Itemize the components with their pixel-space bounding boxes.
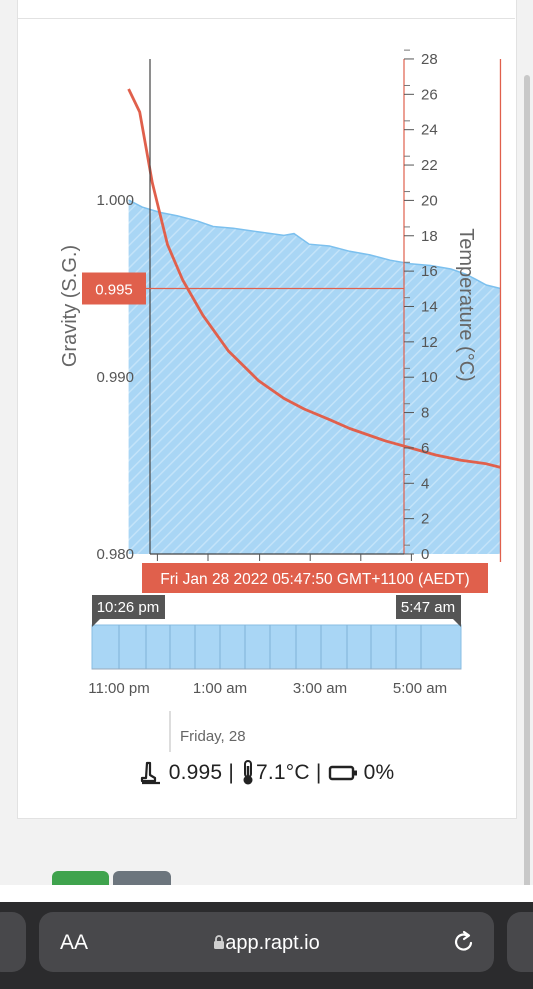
card-divider [17, 18, 515, 19]
navigator-start-pointer [92, 619, 100, 627]
gravity-area [128, 200, 501, 554]
page-bottom-strip [0, 885, 533, 902]
reload-icon[interactable] [452, 929, 476, 955]
gravity-tick-label: 0.990 [96, 369, 134, 386]
temperature-axis-title: Temperature (°C) [455, 228, 477, 382]
navigator-start-tag [92, 595, 165, 619]
page-scrollbar[interactable] [524, 75, 530, 900]
battery-reading: 0% [363, 761, 395, 784]
temperature-tick-label: 24 [421, 122, 438, 139]
temperature-tick-label: 22 [421, 157, 438, 174]
gravity-line [128, 199, 501, 290]
current-reading: 0.995 | 7.1°C | 0% [0, 760, 533, 786]
url-display[interactable]: app.rapt.io [0, 932, 533, 955]
gravity-axis-title: Gravity (S.G.) [59, 245, 81, 367]
temperature-tick-label: 20 [421, 192, 438, 209]
temperature-tick-label: 2 [421, 511, 429, 528]
navigator-tick-label: 1:00 am [193, 680, 247, 697]
next-tab-pill[interactable] [507, 912, 533, 972]
previous-tab-pill[interactable] [0, 912, 26, 972]
temperature-tick-label: 6 [421, 440, 429, 457]
temperature-tick-label: 28 [421, 51, 438, 68]
temperature-tick-label: 26 [421, 86, 438, 103]
navigator-end-pointer [453, 619, 461, 627]
navigator-tick-label: 11:00 pm [88, 680, 149, 697]
browser-toolbar: AA app.rapt.io [0, 902, 533, 989]
cursor-gravity-label-box [82, 272, 146, 305]
battery-icon [328, 765, 357, 781]
thermometer-icon [243, 760, 253, 785]
navigator-range [91, 624, 462, 670]
navigator-tick-label: 3:00 am [293, 680, 347, 697]
hydrometer-icon [140, 761, 160, 785]
temperature-reading: 7.1°C [256, 761, 310, 784]
lock-icon [214, 935, 225, 949]
temperature-tick-label: 10 [421, 369, 438, 386]
temperature-tick-label: 0 [421, 546, 429, 563]
temperature-tick-label: 16 [421, 263, 438, 280]
temperature-tick-label: 4 [421, 475, 429, 492]
temperature-tick-label: 18 [421, 228, 438, 245]
navigator-tick-label: 5:00 am [393, 680, 447, 697]
day-label: Friday, 28 [180, 728, 246, 745]
cursor-time-label-box [142, 563, 488, 593]
address-bar[interactable] [39, 912, 494, 972]
gravity-tick-label: 0.980 [96, 546, 134, 563]
reading-separator: | [228, 761, 234, 784]
temperature-tick-label: 14 [421, 298, 438, 315]
gravity-reading: 0.995 [168, 761, 223, 784]
navigator-start-label: 10:26 pm [97, 599, 160, 616]
text-size-button[interactable]: AA [60, 931, 89, 954]
navigator-end-tag [396, 595, 461, 619]
navigator-end-label: 5:47 am [401, 599, 455, 616]
gravity-tick-label: 1.000 [96, 192, 134, 209]
cursor-time-label: Fri Jan 28 2022 05:47:50 GMT+1100 (AEDT) [160, 571, 469, 588]
temperature-line [127, 88, 501, 469]
temperature-tick-label: 8 [421, 405, 429, 422]
url-text: app.rapt.io [225, 932, 320, 954]
cursor-gravity-label: 0.995 [95, 282, 133, 299]
temperature-tick-label: 12 [421, 334, 438, 351]
reading-separator: | [315, 761, 322, 784]
